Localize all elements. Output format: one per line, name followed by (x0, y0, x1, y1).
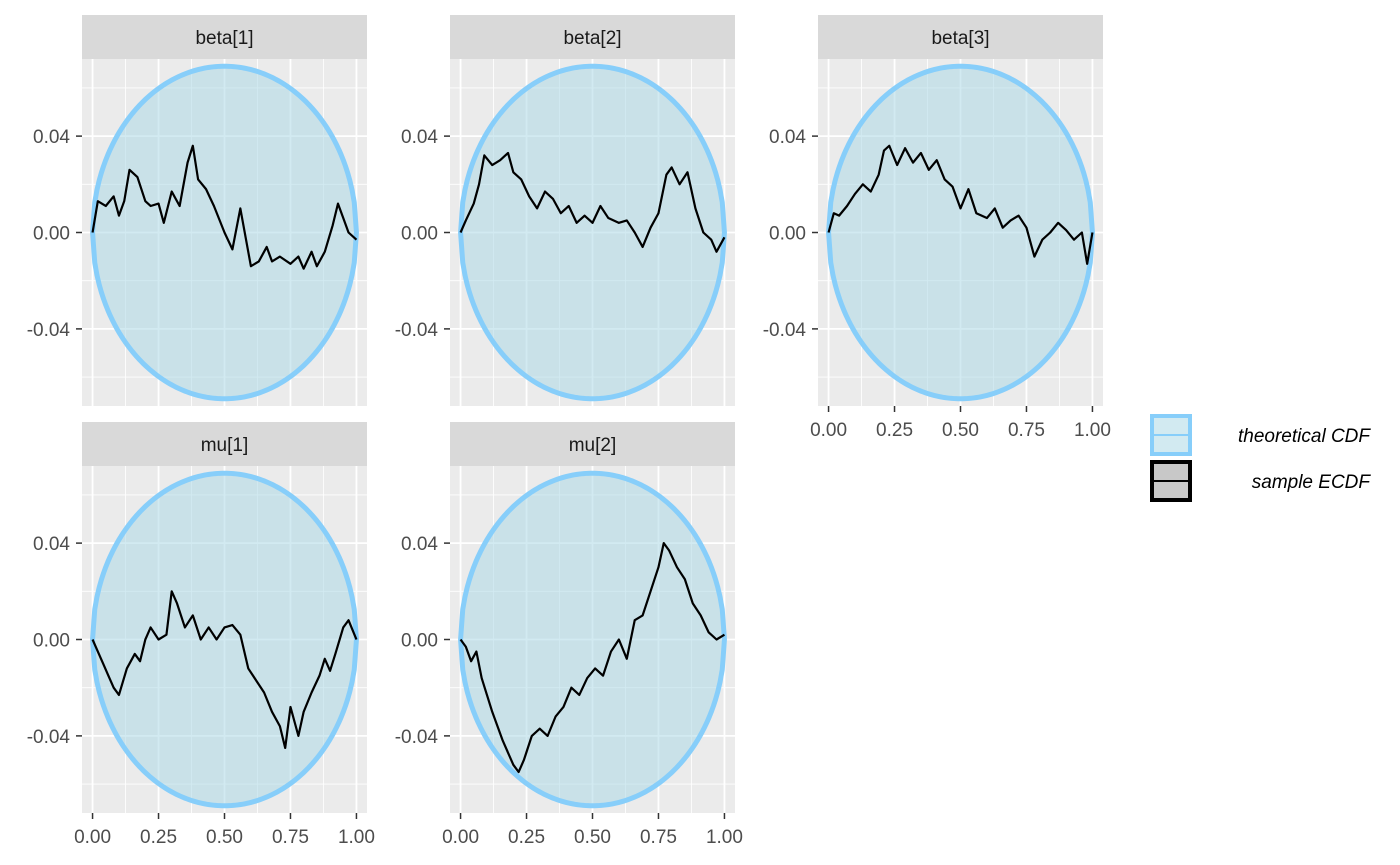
sample-ecdf-line (827, 144, 1094, 265)
facet-beta3: beta[3] -0.04 0.00 0.04 0.00 0.25 0.50 0.75 1.00 (763, 15, 1111, 441)
facet-strip (82, 15, 367, 59)
x-tick-label: 0.25 (508, 827, 545, 848)
y-tick-label: 0.04 (401, 127, 438, 148)
legend: theoretical CDF sample ECDF (1150, 414, 1372, 502)
facet-strip (450, 422, 735, 466)
x-tick-label: 0.00 (74, 827, 111, 848)
theoretical-cdf-band (458, 63, 727, 402)
x-tick-label: 0.50 (942, 420, 979, 441)
facet-strip (82, 422, 367, 466)
y-tick-label: -0.04 (395, 727, 439, 748)
y-tick-label: 0.00 (33, 224, 70, 245)
legend-label-theoretical-cdf: theoretical CDF (1238, 426, 1371, 447)
theoretical-cdf-band (90, 470, 359, 809)
facet-strip-label: beta[3] (931, 28, 989, 49)
facet-strip-label: beta[1] (195, 28, 253, 49)
y-tick-label: 0.00 (401, 631, 438, 652)
x-tick-label: 0.00 (810, 420, 847, 441)
x-tick-label: 0.50 (206, 827, 243, 848)
legend-label-sample-ecdf: sample ECDF (1252, 472, 1372, 493)
facet-mu1: mu[1] -0.04 0.00 0.04 0.00 0.25 0.50 0.75 1.00 (27, 422, 375, 848)
y-tick-label: 0.00 (769, 224, 806, 245)
facet-strip-label: mu[2] (569, 435, 617, 456)
x-tick-label: 0.00 (442, 827, 479, 848)
x-tick-label: 0.25 (140, 827, 177, 848)
x-tick-label: 0.75 (1008, 420, 1045, 441)
sample-ecdf-line (91, 144, 358, 270)
facet-strip-label: beta[2] (563, 28, 621, 49)
facet-beta1: beta[1] -0.04 0.00 0.04 (27, 15, 367, 406)
sample-ecdf-line (91, 590, 358, 750)
y-tick-label: -0.04 (395, 320, 439, 341)
x-tick-label: 0.50 (574, 827, 611, 848)
facet-strip-label: mu[1] (201, 435, 249, 456)
facet-beta2: beta[2] -0.04 0.00 0.04 (395, 15, 735, 406)
x-tick-label: 0.75 (272, 827, 309, 848)
facet-strip (450, 15, 735, 59)
x-tick-label: 1.00 (706, 827, 743, 848)
y-tick-label: -0.04 (27, 320, 71, 341)
x-tick-label: 1.00 (1074, 420, 1111, 441)
x-tick-label: 0.25 (876, 420, 913, 441)
y-tick-label: 0.00 (401, 224, 438, 245)
facet-panels: beta[1] -0.04 0.00 0.04 beta[2] -0.04 0.00 0.04… (27, 15, 1111, 848)
x-tick-label: 1.00 (338, 827, 375, 848)
y-tick-label: 0.04 (401, 534, 438, 555)
y-tick-label: 0.04 (33, 127, 70, 148)
sample-ecdf-line (459, 151, 726, 253)
y-tick-label: -0.04 (763, 320, 807, 341)
y-tick-label: 0.04 (769, 127, 806, 148)
facet-mu2: mu[2] -0.04 0.00 0.04 0.00 0.25 0.50 0.75 1.00 (395, 422, 743, 848)
theoretical-cdf-band (458, 470, 727, 809)
x-tick-label: 0.75 (640, 827, 677, 848)
y-tick-label: 0.00 (33, 631, 70, 652)
y-tick-label: 0.04 (33, 534, 70, 555)
y-tick-label: -0.04 (27, 727, 71, 748)
sample-ecdf-line (459, 542, 726, 774)
theoretical-cdf-band (826, 63, 1095, 402)
facet-strip (818, 15, 1103, 59)
